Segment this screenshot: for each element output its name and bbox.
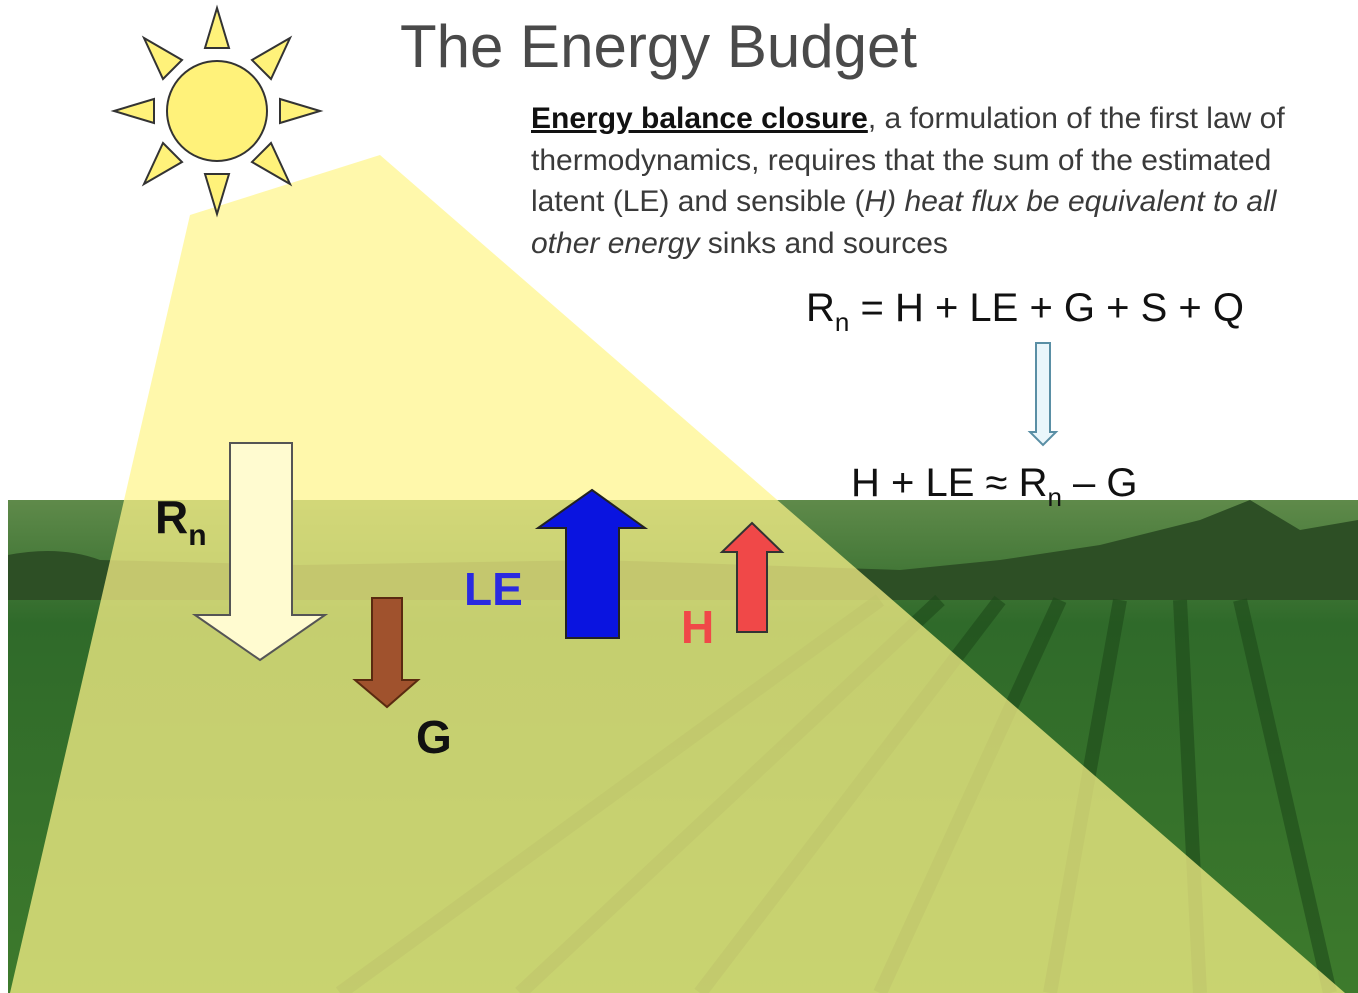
slide: {"title": "The Energy Budget", "paragrap…	[0, 0, 1358, 993]
eq-text: – G	[1062, 461, 1138, 505]
eq-text: H + LE ≈ R	[851, 461, 1047, 505]
rn-label: Rn	[155, 490, 207, 553]
derive-arrow	[1030, 343, 1056, 445]
eq-subscript: n	[835, 307, 849, 337]
eq-text: = H + LE + G + S + Q	[849, 286, 1244, 330]
label-subscript: n	[188, 519, 206, 552]
g-label: G	[416, 710, 452, 764]
paragraph: Energy balance closure, a formulation of…	[531, 98, 1331, 264]
text: sinks and sources	[699, 227, 947, 260]
eq-text: R	[806, 286, 835, 330]
title: The Energy Budget	[400, 12, 917, 81]
equation: Rn = H + LE + G + S + Q	[806, 286, 1244, 338]
term: Energy balance closure	[531, 102, 868, 135]
le-label: LE	[464, 562, 523, 616]
equation: H + LE ≈ Rn – G	[851, 461, 1138, 513]
eq-subscript: n	[1047, 482, 1061, 512]
label-text: R	[155, 491, 188, 543]
sun	[114, 8, 320, 214]
h-label: H	[681, 600, 714, 654]
